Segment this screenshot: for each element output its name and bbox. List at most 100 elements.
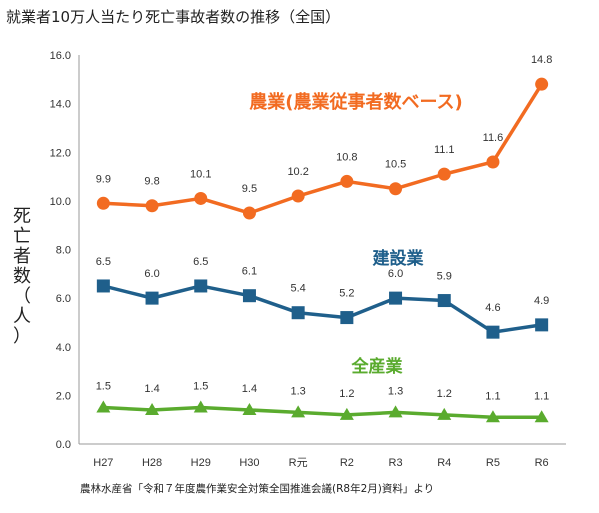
data-point-circle: [535, 77, 549, 91]
data-label: 6.0: [144, 268, 159, 280]
data-label: 4.9: [534, 295, 549, 307]
data-label: 5.9: [437, 271, 452, 283]
data-point-triangle: [388, 405, 403, 418]
data-point-square: [291, 306, 305, 320]
data-label: 1.3: [291, 385, 306, 397]
x-tick-label: R6: [535, 457, 549, 469]
x-tick-label: H30: [239, 457, 259, 469]
data-label: 4.6: [485, 302, 500, 314]
y-tick-label: 4.0: [56, 342, 71, 354]
y-tick-label: 14.0: [50, 99, 71, 111]
series-name-label: 農業(農業従事者数ベース): [249, 91, 463, 113]
y-tick-label: 16.0: [50, 50, 71, 62]
data-point-circle: [340, 174, 354, 188]
data-label: 9.8: [144, 176, 159, 188]
data-point-circle: [437, 167, 451, 181]
data-point-triangle: [291, 405, 306, 418]
data-label: 6.5: [193, 256, 208, 268]
y-tick-label: 12.0: [50, 147, 71, 159]
data-point-square: [340, 311, 354, 325]
axes: 0.0 2.0 4.0 6.0 8.0 10.0 12.0 14.0 16.0 H27 H28 H29…: [50, 50, 566, 469]
data-point-circle: [96, 196, 110, 210]
data-point-triangle: [437, 407, 452, 420]
series-line: [102, 284, 542, 334]
data-point-triangle: [534, 410, 549, 423]
x-tick-label: H27: [93, 457, 113, 469]
data-point-square: [145, 291, 159, 305]
data-point-circle: [194, 191, 208, 205]
series-group: 1.5 1.4 1.5 1.4 1.3 1.2 1.3 1.2 1.1 1.1 全産業: [96, 356, 549, 423]
data-point-square: [389, 291, 403, 305]
data-label: 5.2: [339, 288, 354, 300]
data-point-circle: [242, 206, 256, 220]
series-name-label: 建設業: [373, 248, 424, 269]
data-label: 6.1: [242, 266, 257, 278]
y-tick-label: 10.0: [50, 196, 71, 208]
data-point-square: [96, 279, 110, 293]
y-axis-title-char: 亡: [13, 226, 31, 247]
y-axis-title-char: ）: [13, 326, 31, 347]
series-name-label: 全産業: [351, 356, 403, 377]
x-tick-label: R5: [486, 457, 500, 469]
data-point-triangle: [485, 410, 500, 423]
series-layer: 9.9 9.8 10.1 9.5 10.2 10.8 10.5 11.1 11.6 14.8 農業(…: [96, 54, 552, 423]
data-label: 6.5: [96, 256, 111, 268]
data-point-square: [437, 294, 451, 308]
data-label: 1.3: [388, 385, 403, 397]
data-point-triangle: [339, 407, 354, 420]
source-note: 農林水産省「令和７年度農作業安全対策全国推進会議(R8年2月)資料」より: [80, 483, 435, 495]
data-label: 1.2: [437, 388, 452, 400]
data-label: 6.0: [388, 268, 403, 280]
data-label: 10.5: [385, 159, 406, 171]
x-tick-label: H29: [191, 457, 211, 469]
y-axis-title-char: 数: [13, 266, 31, 287]
data-point-circle: [486, 155, 500, 169]
data-label: 9.5: [242, 183, 257, 195]
data-label: 1.5: [193, 381, 208, 393]
y-axis-title-char: 死: [13, 206, 31, 227]
data-point-square: [486, 325, 500, 339]
y-axis-title-char: （: [13, 286, 31, 307]
data-label: 10.1: [190, 168, 211, 180]
series-line: [103, 83, 544, 215]
data-point-circle: [389, 182, 403, 196]
data-point-square: [242, 289, 256, 303]
series-line: [103, 405, 542, 420]
data-point-square: [194, 279, 208, 293]
y-axis-title-char: 人: [13, 306, 31, 327]
data-label: 1.5: [96, 381, 111, 393]
data-label: 14.8: [531, 54, 552, 66]
y-tick-label: 6.0: [56, 293, 71, 305]
x-tick-label: R3: [389, 457, 403, 469]
data-label: 10.8: [336, 151, 357, 163]
data-label: 1.1: [534, 390, 549, 402]
data-label: 1.4: [144, 383, 159, 395]
x-tick-label: R4: [437, 457, 451, 469]
x-tick-label: R元: [289, 457, 308, 469]
x-tick-label: H28: [142, 457, 162, 469]
y-tick-label: 0.0: [56, 439, 71, 451]
data-point-square: [535, 318, 549, 332]
data-label: 5.4: [291, 283, 306, 295]
data-point-triangle: [242, 402, 257, 415]
data-label: 1.1: [485, 390, 500, 402]
y-axis-title-char: 者: [13, 246, 31, 267]
data-label: 11.6: [483, 132, 504, 144]
chart-title: 就業者10万人当たり死亡事故者数の推移（全国）: [6, 8, 341, 26]
data-point-triangle: [96, 400, 111, 413]
y-tick-label: 2.0: [56, 390, 71, 402]
data-label: 1.2: [339, 388, 354, 400]
data-label: 1.4: [242, 383, 257, 395]
data-point-circle: [145, 199, 159, 213]
y-axis-title: 死亡者数（人）: [13, 206, 31, 347]
data-point-triangle: [145, 402, 160, 415]
data-label: 9.9: [96, 173, 111, 185]
series-group: 9.9 9.8 10.1 9.5 10.2 10.8 10.5 11.1 11.6 14.8 農業(…: [96, 54, 552, 220]
x-tick-label: R2: [340, 457, 354, 469]
data-point-circle: [291, 189, 305, 203]
data-label: 10.2: [287, 166, 308, 178]
series-group: 6.5 6.0 6.5 6.1 5.4 5.2 6.0 5.9 4.6 4.9 建設業: [96, 248, 549, 339]
data-label: 11.1: [434, 144, 455, 156]
data-point-triangle: [193, 400, 208, 413]
